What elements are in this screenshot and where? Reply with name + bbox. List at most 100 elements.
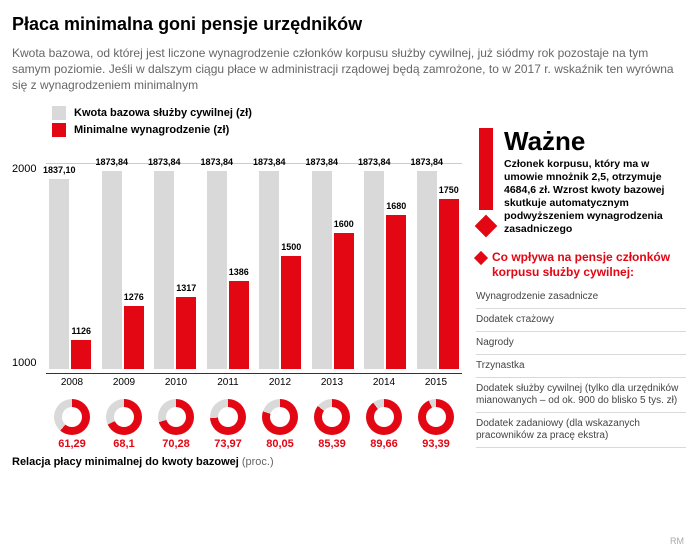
bar-base: 1873,84 xyxy=(417,171,437,368)
donut-ring xyxy=(366,399,402,435)
donut-value: 85,39 xyxy=(318,438,346,450)
xtick: 2011 xyxy=(202,373,254,393)
list-item: Dodatek służby cywilnej (tylko dla urzęd… xyxy=(476,378,686,413)
important-body: Członek korpusu, który ma w umowie mnożn… xyxy=(504,158,686,237)
donut-value: 70,28 xyxy=(162,438,190,450)
bar-chart: 2000 1000 1837,1011261873,8412761873,841… xyxy=(12,143,462,393)
donut-value: 89,66 xyxy=(370,438,398,450)
list-item: Dodatek zadaniowy (dla wskazanych pracow… xyxy=(476,413,686,448)
bar-base: 1873,84 xyxy=(312,171,332,368)
donut-cell: 85,39 xyxy=(306,399,358,450)
bar-group: 1873,841680 xyxy=(361,143,410,369)
ytick-bottom: 1000 xyxy=(12,357,36,369)
legend-item-base: Kwota bazowa służby cywilnej (zł) xyxy=(52,106,462,120)
xtick: 2010 xyxy=(150,373,202,393)
ratio-donuts: 61,29 68,1 70,28 73,97 80,05 85,39 89,66 93,39 xyxy=(46,399,462,450)
bar-value-label: 1126 xyxy=(71,326,91,336)
bar-value-label: 1873,84 xyxy=(410,157,443,167)
bar-minwage: 1126 xyxy=(71,340,91,368)
donut-ring xyxy=(314,399,350,435)
bar-base: 1873,84 xyxy=(154,171,174,368)
bar-base: 1873,84 xyxy=(364,171,384,368)
bar-value-label: 1750 xyxy=(439,185,459,195)
donut-cell: 80,05 xyxy=(254,399,306,450)
list-item: Nagrody xyxy=(476,332,686,355)
donut-value: 93,39 xyxy=(422,438,450,450)
ratio-caption: Relacja płacy minimalnej do kwoty bazowe… xyxy=(12,456,462,468)
bar-value-label: 1873,84 xyxy=(148,157,181,167)
donut-ring xyxy=(262,399,298,435)
factors-title: Co wpływa na pensje członków korpusu słu… xyxy=(492,250,686,280)
donut-cell: 68,1 xyxy=(98,399,150,450)
bar-value-label: 1317 xyxy=(176,283,196,293)
donut-ring xyxy=(54,399,90,435)
bar-value-label: 1600 xyxy=(334,219,354,229)
bar-group: 1873,841276 xyxy=(99,143,148,369)
page-title: Płaca minimalna goni pensje urzędników xyxy=(12,14,686,35)
exclaim-icon xyxy=(476,128,496,237)
xtick: 2013 xyxy=(306,373,358,393)
donut-value: 68,1 xyxy=(113,438,134,450)
legend-swatch-min xyxy=(52,123,66,137)
donut-ring xyxy=(106,399,142,435)
factors-header: Co wpływa na pensje członków korpusu słu… xyxy=(476,250,686,280)
bar-base: 1873,84 xyxy=(102,171,122,368)
bar-minwage: 1386 xyxy=(229,281,249,368)
ratio-caption-unit: (proc.) xyxy=(242,456,274,468)
bar-value-label: 1873,84 xyxy=(253,157,286,167)
xtick: 2012 xyxy=(254,373,306,393)
lead-paragraph: Kwota bazowa, od której jest liczone wyn… xyxy=(12,45,686,94)
legend-label-min: Minimalne wynagrodzenie (zł) xyxy=(74,124,229,136)
donut-value: 73,97 xyxy=(214,438,242,450)
important-title: Ważne xyxy=(504,128,686,154)
donut-value: 61,29 xyxy=(58,438,86,450)
bar-group: 1873,841600 xyxy=(309,143,358,369)
bar-base: 1873,84 xyxy=(207,171,227,368)
bar-value-label: 1873,84 xyxy=(95,157,128,167)
bar-group: 1873,841386 xyxy=(204,143,253,369)
bar-value-label: 1276 xyxy=(124,292,144,302)
bar-value-label: 1680 xyxy=(386,201,406,211)
bar-base: 1873,84 xyxy=(259,171,279,368)
diamond-icon xyxy=(474,251,488,265)
bar-minwage: 1317 xyxy=(176,297,196,369)
bar-value-label: 1386 xyxy=(229,267,249,277)
donut-ring xyxy=(158,399,194,435)
ytick-top: 2000 xyxy=(12,163,36,175)
bar-minwage: 1600 xyxy=(334,233,354,369)
bar-value-label: 1873,84 xyxy=(305,157,338,167)
xtick: 2008 xyxy=(46,373,98,393)
legend-label-base: Kwota bazowa służby cywilnej (zł) xyxy=(74,107,252,119)
bar-value-label: 1873,84 xyxy=(358,157,391,167)
donut-cell: 70,28 xyxy=(150,399,202,450)
credit: RM xyxy=(670,536,684,546)
bar-value-label: 1500 xyxy=(281,242,301,252)
donut-cell: 89,66 xyxy=(358,399,410,450)
xtick: 2015 xyxy=(410,373,462,393)
bar-minwage: 1276 xyxy=(124,306,144,368)
bar-minwage: 1750 xyxy=(439,199,459,369)
donut-ring xyxy=(418,399,454,435)
exclaim-bar xyxy=(479,128,493,211)
bar-minwage: 1500 xyxy=(281,256,301,369)
chart-panel: Kwota bazowa służby cywilnej (zł) Minima… xyxy=(12,104,462,468)
bar-group: 1837,101126 xyxy=(46,143,95,369)
xtick: 2009 xyxy=(98,373,150,393)
legend: Kwota bazowa służby cywilnej (zł) Minima… xyxy=(52,106,462,137)
legend-swatch-base xyxy=(52,106,66,120)
list-item: Dodatek стażowy xyxy=(476,309,686,332)
donut-value: 80,05 xyxy=(266,438,294,450)
legend-item-min: Minimalne wynagrodzenie (zł) xyxy=(52,123,462,137)
bar-value-label: 1837,10 xyxy=(43,165,76,175)
list-item: Wynagrodzenie zasadnicze xyxy=(476,286,686,309)
donut-cell: 61,29 xyxy=(46,399,98,450)
bar-group: 1873,841750 xyxy=(414,143,463,369)
list-item: Trzynastka xyxy=(476,355,686,378)
xtick: 2014 xyxy=(358,373,410,393)
bar-group: 1873,841317 xyxy=(151,143,200,369)
diamond-icon xyxy=(475,215,498,238)
factors-list: Wynagrodzenie zasadniczeDodatek стażowyN… xyxy=(476,286,686,448)
bar-base: 1837,10 xyxy=(49,179,69,368)
donut-cell: 73,97 xyxy=(202,399,254,450)
donut-ring xyxy=(210,399,246,435)
